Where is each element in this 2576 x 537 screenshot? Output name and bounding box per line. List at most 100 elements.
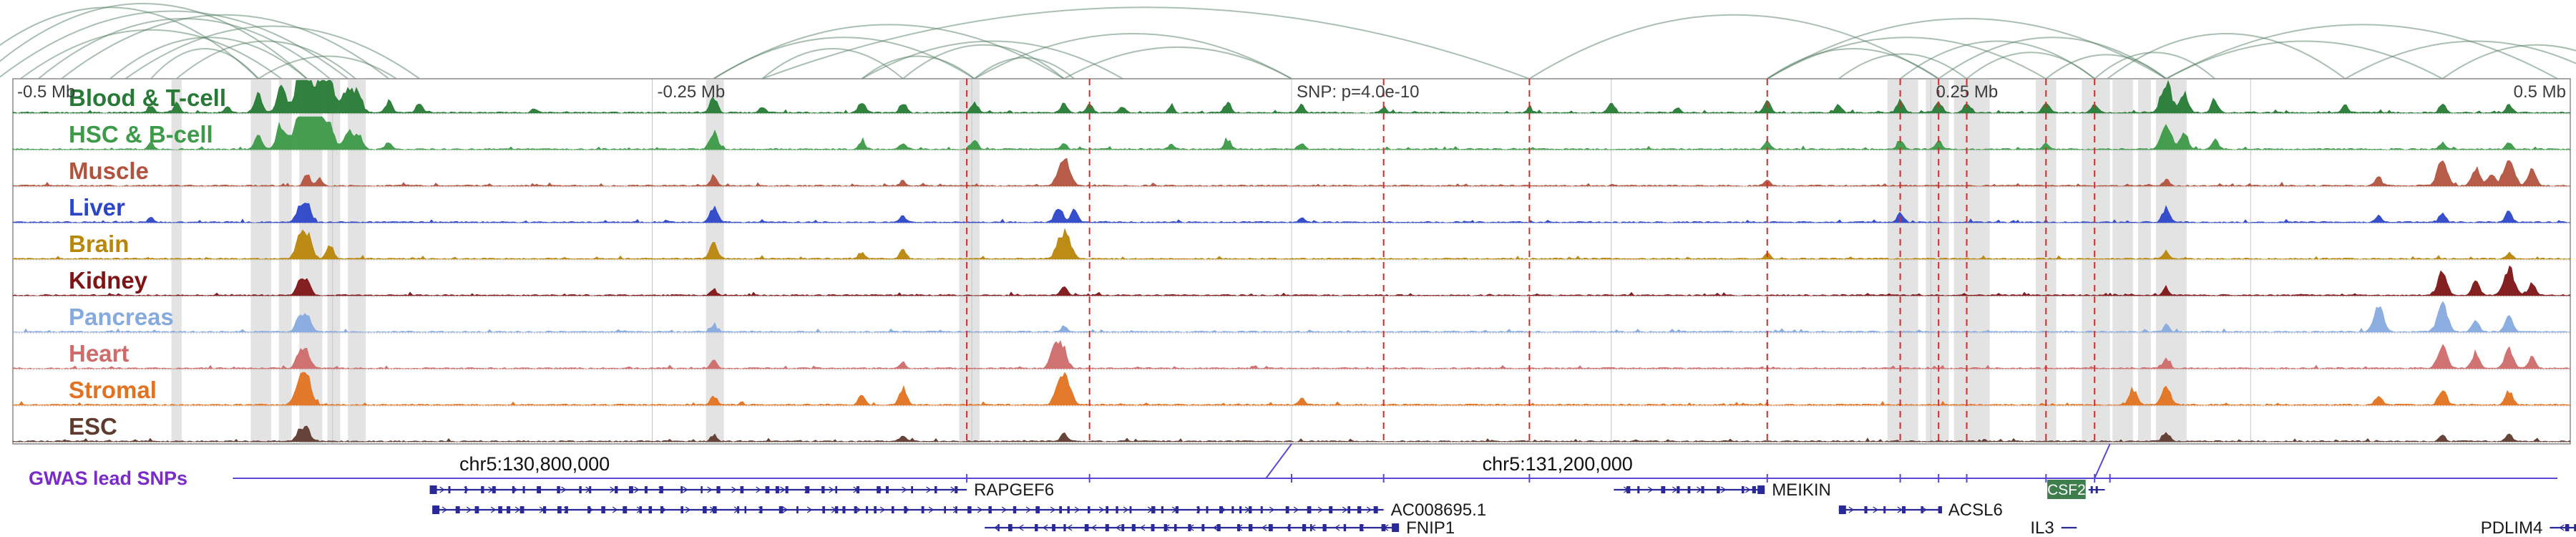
interaction-arc[interactable] [2045,54,2167,79]
track-row-hsc-b-cell[interactable]: HSC & B-cell [12,116,2571,151]
gene-exon [1008,524,1013,531]
track-row-muscle[interactable]: Muscle [12,158,2571,188]
gene-acsl6[interactable]: ACSL6 [1838,500,2003,520]
track-row-stromal[interactable]: Stromal [12,372,2572,407]
interaction-arc[interactable] [109,37,308,79]
interaction-arc[interactable] [862,40,1123,79]
interaction-arc[interactable] [861,55,975,79]
gene-ac008695-1[interactable]: AC008695.1 [432,500,1486,520]
interaction-arc[interactable] [176,40,356,79]
track-signal-liver [12,203,2571,223]
gene-exon [1373,506,1378,513]
interaction-arc[interactable] [761,6,1530,79]
interaction-arc[interactable] [2441,44,2576,79]
gene-exon [557,506,562,513]
gene-exon [874,506,877,513]
gene-exon [765,486,770,493]
interaction-arc[interactable] [38,18,331,79]
interaction-arc[interactable] [61,14,390,79]
strand-chevron-icon [756,486,761,493]
strand-chevron-icon [1139,524,1146,531]
gene-exon [891,506,894,513]
gene-exon [775,486,779,493]
ruler-label: -0.5 Mb [17,82,75,102]
strand-chevron-icon [439,486,445,493]
interaction-arc[interactable] [20,29,282,79]
gene-exon [680,506,683,513]
interaction-arc[interactable] [1966,52,2095,79]
gene-exon [579,486,582,493]
gene-exon [885,486,889,493]
track-label-pancreas: Pancreas [69,304,174,330]
interaction-arc[interactable] [1767,37,2046,79]
track-row-heart[interactable]: Heart [12,340,2571,370]
gene-exon [1219,506,1223,513]
interaction-arc[interactable] [258,55,397,79]
gene-exon-large [429,485,437,494]
interaction-arc[interactable] [1767,18,2167,79]
ruler-layer: -0.5 Mb -0.25 Mb SNP: p=4.0e-10 0.25 Mb 0.5 … [17,82,2566,102]
gene-exon [1343,524,1347,531]
interaction-arc[interactable] [1528,14,1939,79]
gene-il3[interactable]: IL3 [2030,518,2077,537]
interaction-arc[interactable] [125,25,420,79]
gene-exon [1129,506,1132,513]
interaction-arc[interactable] [761,48,904,79]
strand-chevron-icon [1897,506,1903,513]
gene-exon [997,524,1000,531]
track-row-liver[interactable]: Liver [12,194,2571,224]
track-signal-kidney [12,265,2571,296]
interaction-arc[interactable] [1063,47,1292,79]
gene-exon [955,486,958,493]
gene-csf2[interactable]: CSF2 [2047,480,2105,499]
interaction-arc[interactable] [2094,52,2215,79]
gene-exon [1329,506,1333,513]
gene-exon [498,506,502,513]
highlight-band [250,79,271,444]
track-row-brain[interactable]: Brain [11,228,2571,261]
gene-exon [1121,524,1125,531]
strand-chevron-icon [1066,524,1073,531]
strand-chevron-icon [1001,506,1008,513]
interaction-arc[interactable] [2165,24,2558,79]
gene-exon [716,486,721,493]
interaction-arc[interactable] [902,44,1065,79]
interaction-arc[interactable] [0,3,308,79]
gene-pdlim4[interactable]: PDLIM4 [2481,518,2576,537]
interaction-arc[interactable] [974,57,1075,79]
strand-chevron-icon [879,506,886,513]
interaction-arc[interactable] [1838,53,1968,79]
gene-exon [1216,524,1221,531]
gene-exon [464,486,467,493]
strand-chevron-icon [1366,506,1372,513]
gene-label-pdlim4: PDLIM4 [2481,518,2543,537]
highlight-band [1926,79,1949,444]
interaction-arc[interactable] [150,48,259,79]
gene-exon [615,486,618,493]
interaction-arc[interactable] [713,24,1065,79]
track-label-brain: Brain [69,231,129,257]
track-row-blood-t-cell[interactable]: Blood & T-cell [12,79,2571,115]
track-row-kidney[interactable]: Kidney [12,265,2571,297]
gene-exon [1322,524,1327,531]
gene-exon [1175,506,1179,513]
gene-exon [740,486,744,493]
track-row-esc[interactable]: ESC [12,413,2571,443]
gene-exon [587,506,591,513]
gene-exon [1285,506,1289,513]
interaction-arc[interactable] [2345,40,2576,79]
gene-rapgef6[interactable]: RAPGEF6 [429,480,1055,500]
track-row-pancreas[interactable]: Pancreas [12,301,2571,334]
strand-chevron-icon [928,506,935,513]
interaction-arc[interactable] [2107,33,2346,79]
interaction-arc[interactable] [2165,40,2443,79]
track-label-kidney: Kidney [69,267,148,294]
gene-exon [1201,524,1205,531]
gene-exon [1231,506,1234,513]
interaction-arc[interactable] [974,33,1292,79]
gene-exon [1206,506,1209,513]
gene-exon [680,486,683,493]
gene-fnip1[interactable]: FNIP1 [985,518,1455,537]
gene-meikin[interactable]: MEIKIN [1614,480,1831,500]
